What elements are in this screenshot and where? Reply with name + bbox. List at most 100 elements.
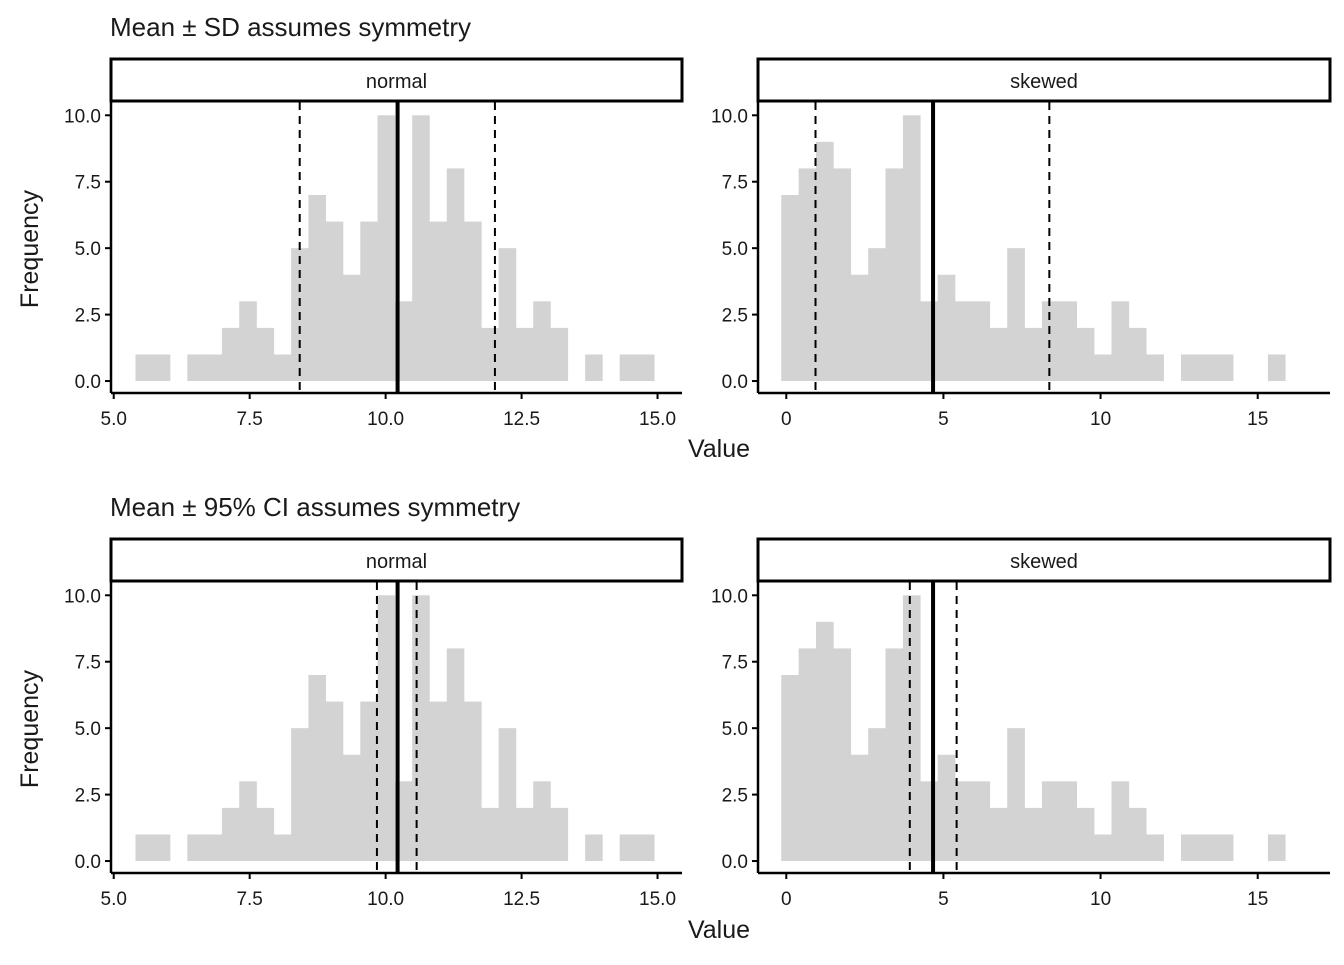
y-tick-label: 0.0	[75, 372, 101, 393]
panel-normal: normal 0.0 2.5 5.0 7.5 10.0 5.0 7.5 10.0 12.5 15.…	[64, 57, 684, 430]
histogram-bar	[342, 754, 361, 862]
x-tick-label: 15	[1247, 889, 1268, 910]
histogram-bar	[412, 595, 430, 862]
histogram-bar	[585, 834, 603, 862]
histogram-bar	[1076, 807, 1095, 862]
x-tick-label: 10	[1090, 889, 1111, 910]
histogram-bar	[377, 115, 396, 382]
histogram-bar	[1024, 807, 1043, 862]
y-tick-label: 7.5	[75, 653, 101, 674]
histogram-bar	[221, 327, 240, 382]
x-axis-title: Value	[688, 435, 750, 463]
histogram-bar	[885, 648, 904, 862]
histogram-bar	[972, 781, 991, 862]
y-tick-label: 7.5	[75, 173, 101, 194]
strip-label: normal	[366, 551, 427, 573]
histogram-bar	[464, 221, 482, 382]
histogram-bar	[920, 301, 938, 382]
histogram-bar	[446, 168, 465, 382]
strip-label: normal	[366, 71, 427, 93]
histogram-bar	[972, 301, 991, 382]
histogram-bar	[498, 248, 517, 382]
histogram-bar	[619, 354, 638, 382]
histogram-bar	[187, 834, 205, 862]
y-tick-label: 2.5	[722, 306, 748, 327]
x-tick-label: 15.0	[639, 889, 676, 910]
y-tick-label: 10.0	[711, 106, 748, 127]
histogram-bar	[955, 301, 973, 382]
y-tick-label: 5.0	[722, 719, 748, 740]
histogram-bar	[850, 274, 869, 382]
strip-box	[109, 537, 684, 583]
strip-box	[109, 57, 684, 103]
histogram-bar	[781, 195, 799, 382]
histogram-bar	[833, 648, 852, 862]
histogram-bar	[1111, 781, 1130, 862]
y-tick-label: 10.0	[64, 106, 101, 127]
histogram-bar	[1094, 354, 1112, 382]
x-tick-label: 12.5	[503, 889, 540, 910]
histogram-bar	[636, 354, 655, 382]
histogram-bar	[902, 595, 921, 862]
histogram-bar	[1059, 781, 1078, 862]
y-tick-label: 7.5	[722, 173, 748, 194]
histogram-bar	[273, 354, 292, 382]
y-tick-label: 5.0	[75, 719, 101, 740]
histogram-bar	[325, 221, 344, 382]
x-tick-label: 7.5	[236, 889, 262, 910]
y-tick-label: 2.5	[75, 306, 101, 327]
plot-title: Mean ± SD assumes symmetry	[110, 12, 471, 42]
histogram-bar	[1146, 354, 1164, 382]
histogram-bars	[135, 115, 655, 382]
histogram-bar	[152, 834, 171, 862]
histogram-bar	[412, 115, 430, 382]
histogram-bar	[239, 781, 257, 862]
histogram-bar	[1128, 807, 1147, 862]
histogram-bar	[152, 354, 171, 382]
histogram-bar	[1128, 327, 1147, 382]
histogram-bar	[798, 648, 817, 862]
histogram-bar	[256, 807, 275, 862]
x-tick-label: 12.5	[503, 409, 540, 430]
histogram-bar	[204, 834, 223, 862]
histogram-bar	[955, 781, 973, 862]
y-tick-label: 0.0	[75, 852, 101, 873]
panel-skewed: skewed 0.0 2.5 5.0 7.5 10.0 0 5 10 15	[711, 57, 1332, 430]
histogram-bar	[833, 168, 852, 382]
x-tick-label: 15.0	[639, 409, 676, 430]
y-tick-label: 0.0	[722, 372, 748, 393]
histogram-bar	[1267, 834, 1286, 862]
histogram-bar	[308, 675, 326, 862]
x-tick-label: 5	[938, 889, 949, 910]
histogram-bar	[481, 807, 499, 862]
histogram-bar	[1180, 834, 1199, 862]
histogram-bars	[781, 595, 1286, 862]
histogram-bar	[619, 834, 638, 862]
histogram-bar	[550, 327, 569, 382]
x-axis-title: Value	[688, 916, 750, 944]
histogram-bars	[781, 115, 1286, 382]
histogram-bar	[533, 301, 551, 382]
histogram-bar	[1267, 354, 1286, 382]
histogram-bar	[464, 701, 482, 862]
x-tick-label: 5.0	[101, 889, 127, 910]
x-tick-label: 15	[1247, 409, 1268, 430]
histogram-bar	[1024, 327, 1043, 382]
x-tick-label: 7.5	[236, 409, 262, 430]
row-ci: Mean ± 95% CI assumes symmetry Frequency…	[16, 492, 1332, 944]
histogram-bar	[204, 354, 223, 382]
histogram-bar	[1180, 354, 1199, 382]
histogram-bar	[1041, 301, 1060, 382]
histogram-bar	[481, 327, 499, 382]
strip-box	[756, 537, 1332, 583]
x-tick-label: 5	[938, 409, 949, 430]
histogram-bar	[1041, 781, 1060, 862]
histogram-bar	[1215, 354, 1234, 382]
x-tick-label: 10.0	[367, 889, 404, 910]
histogram-bar	[239, 301, 257, 382]
strip-label: skewed	[1010, 71, 1078, 93]
y-axis-title: Frequency	[16, 669, 44, 788]
histogram-bar	[868, 248, 886, 382]
histogram-bar	[135, 834, 154, 862]
